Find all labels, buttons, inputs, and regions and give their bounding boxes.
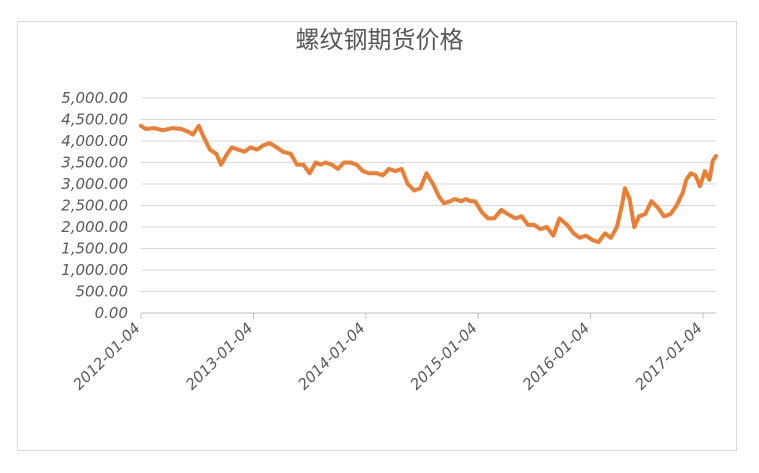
y-tick-label: 2,000.00	[61, 218, 128, 236]
y-tick-label: 0.00	[95, 304, 128, 322]
y-axis-ticks: 0.00 500.00 1,000.00 1,500.00 2,000.00 2,500.…	[61, 89, 128, 322]
y-tick-label: 3,000.00	[61, 175, 128, 193]
x-tick-label: 2014-01-04	[294, 319, 368, 393]
y-tick-label: 3,500.00	[61, 154, 128, 172]
chart-title: 螺纹钢期货价格	[295, 26, 464, 54]
x-tick-label: 2012-01-04	[69, 319, 143, 393]
y-tick-label: 4,500.00	[61, 111, 128, 129]
y-tick-label: 2,500.00	[61, 197, 128, 215]
chart-frame	[17, 21, 737, 451]
y-tick-label: 1,500.00	[61, 240, 128, 258]
y-tick-label: 5,000.00	[61, 89, 128, 107]
y-tick-label: 1,000.00	[61, 261, 128, 279]
x-tick-label: 2017-01-04	[632, 319, 706, 393]
x-tick-label: 2015-01-04	[407, 319, 481, 393]
series-layer	[139, 123, 718, 245]
y-tick-label: 4,000.00	[61, 132, 128, 150]
x-tick-label: 2013-01-04	[182, 319, 256, 393]
x-axis-ticks: 2012-01-04 2013-01-04 2014-01-04 2015-01-04…	[69, 313, 706, 393]
y-tick-label: 500.00	[76, 283, 129, 301]
series-line	[139, 123, 718, 245]
gridlines	[141, 97, 716, 314]
x-tick-label: 2016-01-04	[519, 319, 593, 393]
